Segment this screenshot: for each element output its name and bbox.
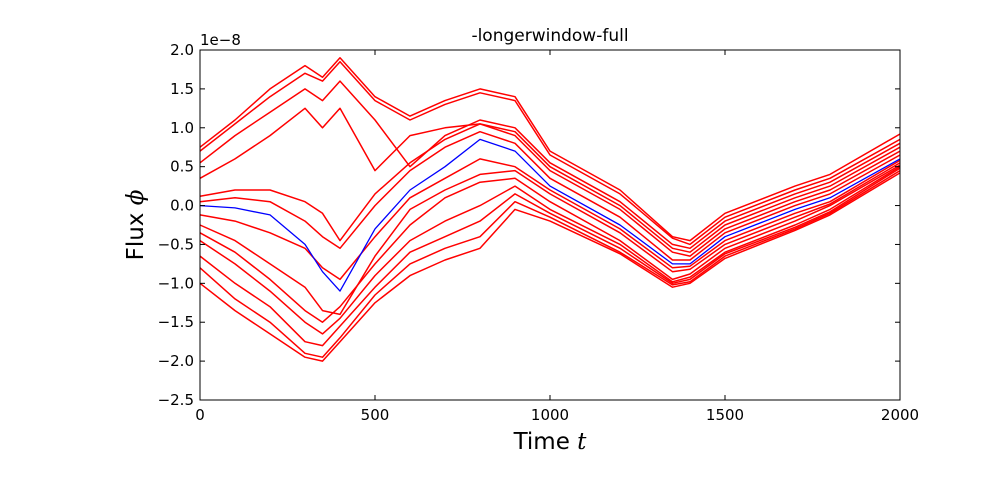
tick-layer: 0 500 1000 1500 2000 −2.5 −2.0 −1.5 −1.0 −0.5 0.0 0… <box>158 41 920 424</box>
y-tick-label-4: −0.5 <box>158 235 194 253</box>
y-tick-label-3: −1.0 <box>158 274 194 292</box>
y-tick-label-8: 1.5 <box>170 80 194 98</box>
red-flux-series-line-8 <box>199 162 901 316</box>
red-flux-series-line-9 <box>199 164 901 323</box>
blue-flux-series-line <box>199 138 901 292</box>
chart-title: -longerwindow-full <box>471 26 628 46</box>
y-tick-label-7: 1.0 <box>170 119 194 137</box>
y-tick-label-1: −2.0 <box>158 352 194 370</box>
red-flux-series-line-4 <box>199 123 901 257</box>
y-tick-label-2: −1.5 <box>158 313 194 331</box>
red-flux-series-line-12 <box>199 169 901 358</box>
red-flux-series-line-10 <box>199 166 901 335</box>
x-axis-label: Time t <box>513 429 588 455</box>
y-axis-label-text: Flux <box>123 213 149 261</box>
x-tick-label-0: 0 <box>195 406 205 424</box>
x-tick-label-2000: 2000 <box>881 406 919 424</box>
y-axis-label: Flux ϕ <box>123 189 149 260</box>
red-flux-series-line-1 <box>199 60 901 246</box>
y-tick-label-6: 0.5 <box>170 158 194 176</box>
x-tick-label-1000: 1000 <box>531 406 569 424</box>
y-offset-text: 1e−8 <box>200 31 241 49</box>
x-tick-label-1500: 1500 <box>706 406 744 424</box>
x-axis-label-text: Time <box>513 429 570 455</box>
red-flux-series-line-5 <box>199 130 901 261</box>
red-flux-series-line-0 <box>199 57 901 242</box>
y-tick-label-5: 0.0 <box>170 197 194 215</box>
y-axis-label-var: ϕ <box>123 189 149 205</box>
series-layer <box>199 57 901 362</box>
x-axis-label-var: t <box>577 429 587 455</box>
red-flux-series-line-11 <box>199 167 901 347</box>
red-flux-series-line-2 <box>199 80 901 250</box>
red-flux-series-line-13 <box>199 172 901 362</box>
y-tick-label-0: −2.5 <box>158 391 194 409</box>
x-tick-label-500: 500 <box>361 406 390 424</box>
y-tick-label-9: 2.0 <box>170 41 194 59</box>
red-flux-series-line-7 <box>199 158 901 281</box>
